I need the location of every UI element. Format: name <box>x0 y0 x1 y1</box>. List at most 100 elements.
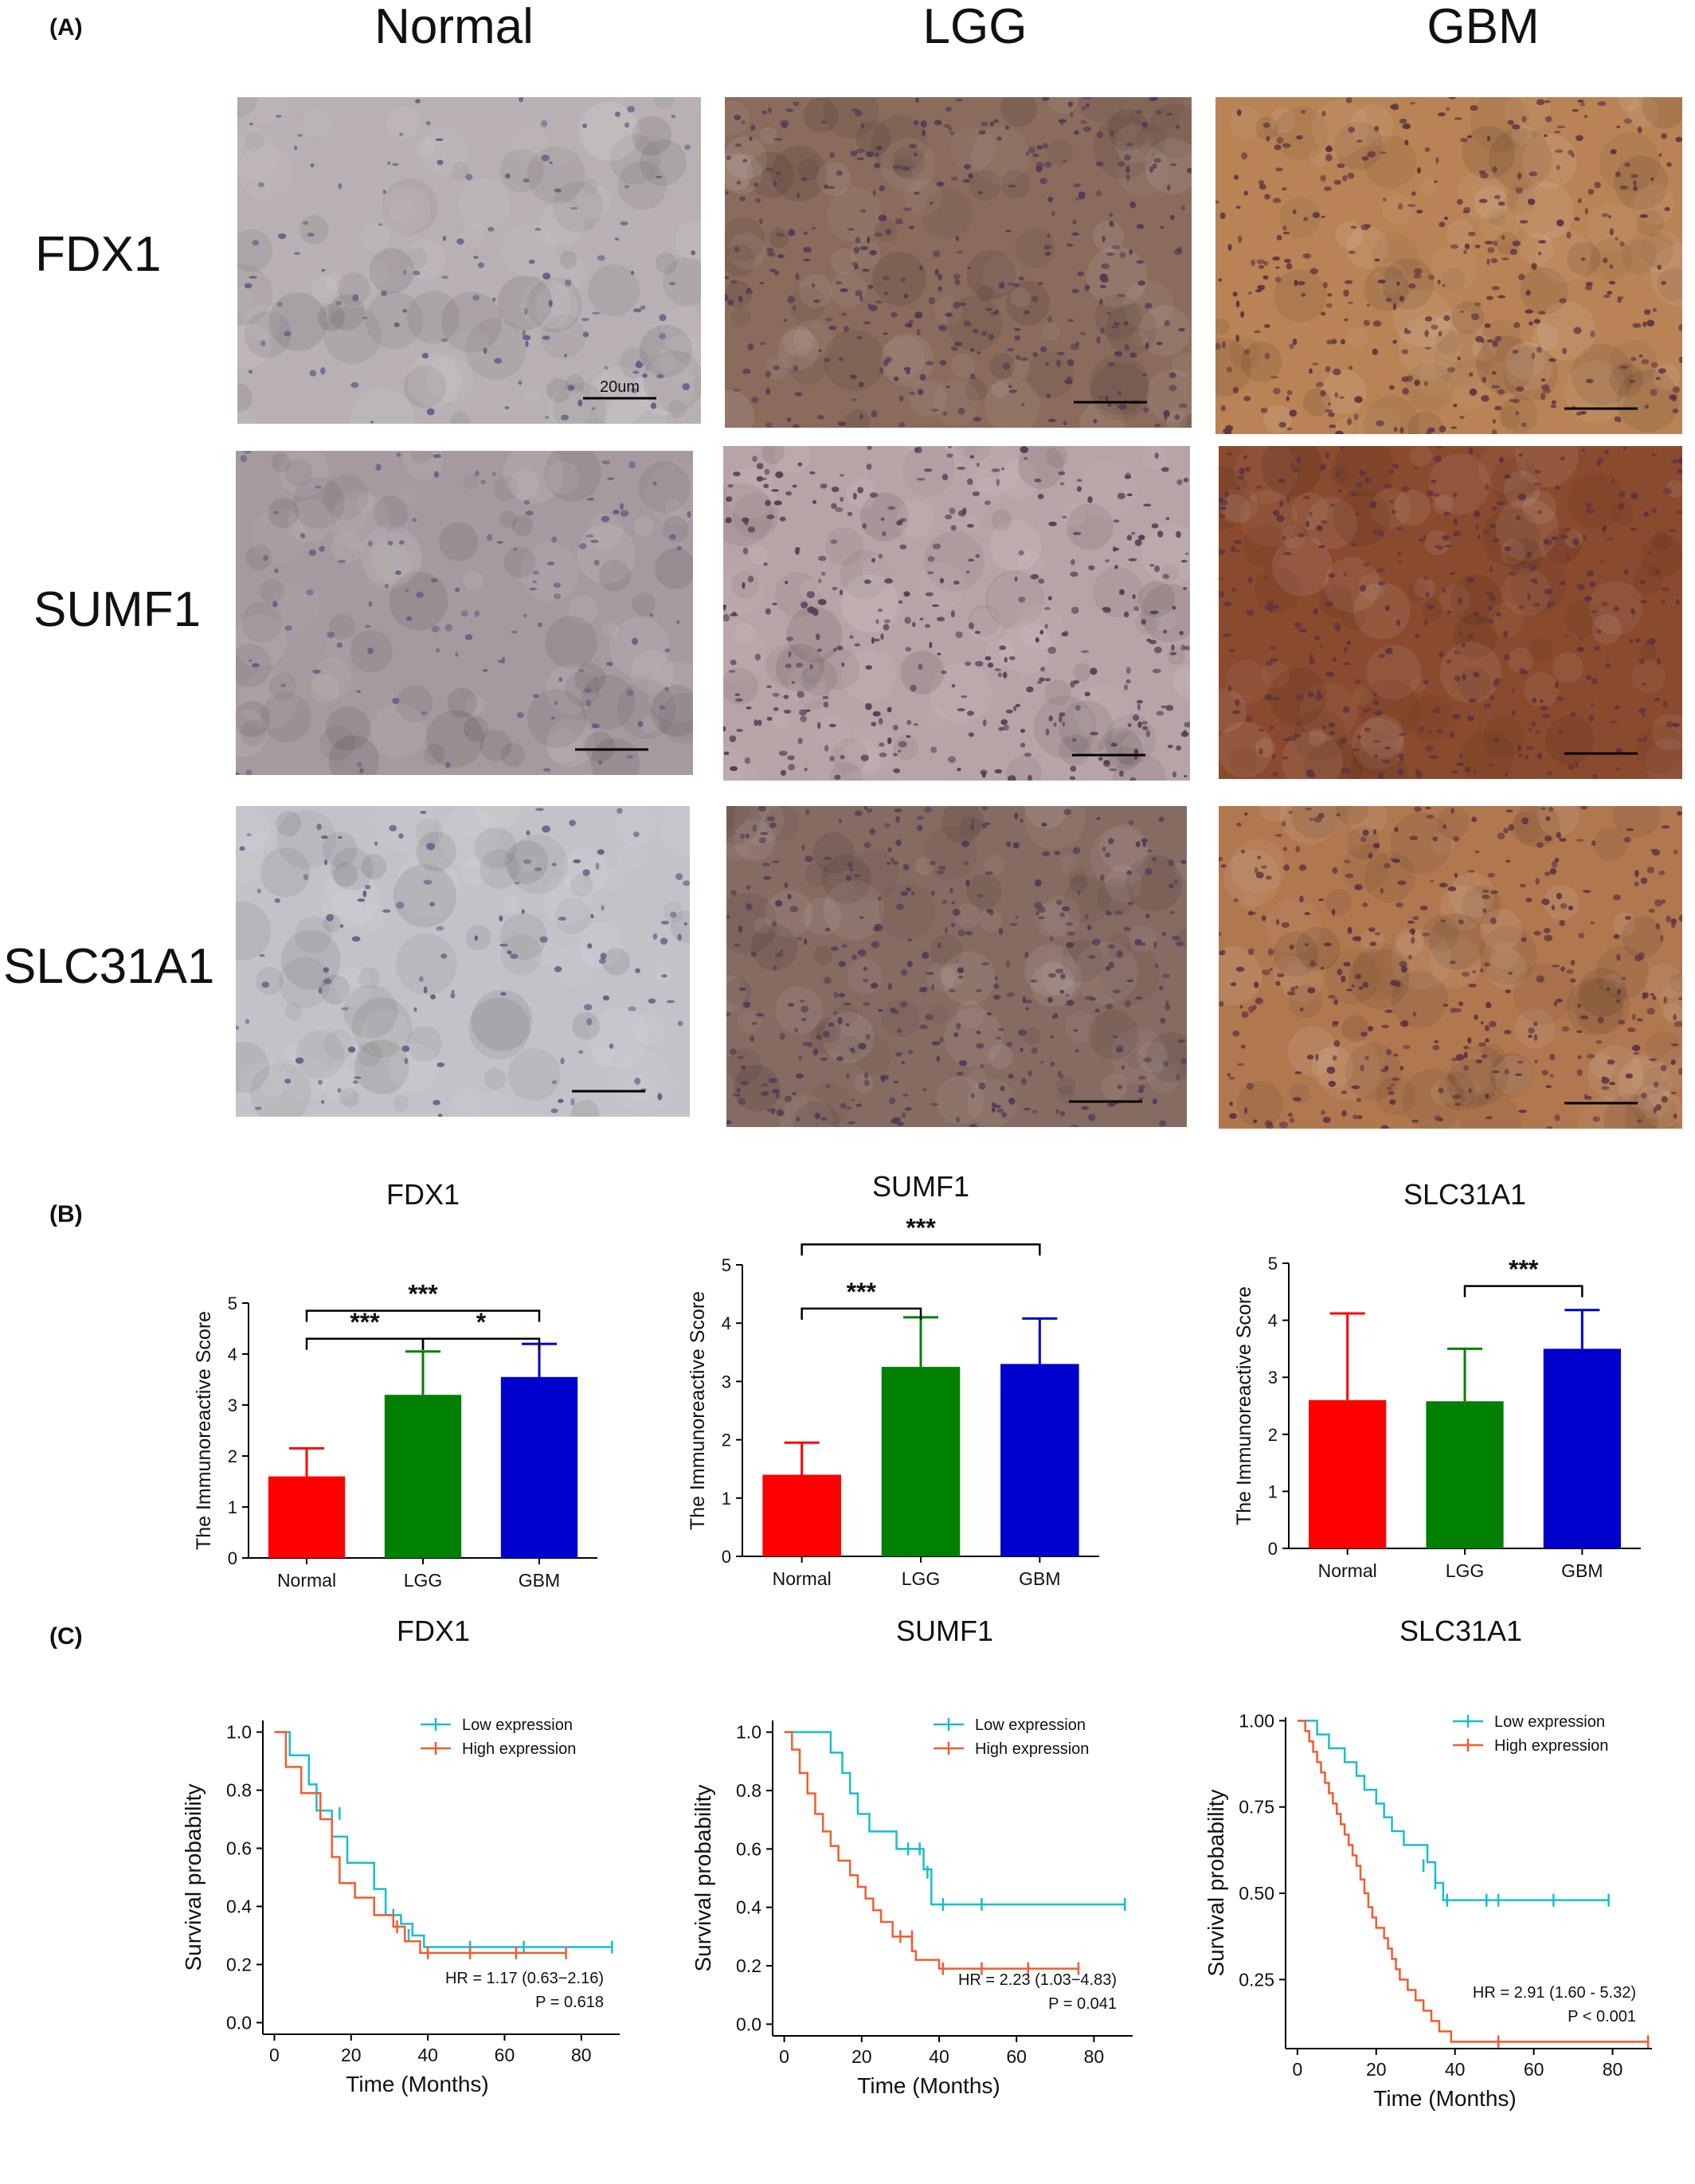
significance-bracket <box>801 1307 922 1320</box>
x-tick-label: GBM <box>1561 1560 1603 1581</box>
x-axis-label: Time (Months) <box>346 2072 488 2096</box>
y-tick-label: 0.6 <box>736 1838 761 1859</box>
km-curve-low-expression <box>1297 1720 1609 1901</box>
y-tick-label: 3 <box>228 1395 237 1415</box>
significance-label: *** <box>350 1308 380 1337</box>
y-tick-label: 0.8 <box>226 1780 252 1801</box>
x-tick-label: 40 <box>929 2046 949 2067</box>
y-tick-label: 3 <box>1268 1368 1278 1388</box>
significance-label: *** <box>906 1213 936 1242</box>
chart-title: SLC31A1 <box>1399 1615 1522 1647</box>
legend-label: Low expression <box>462 1716 573 1734</box>
significance-label: * <box>476 1308 487 1337</box>
y-tick-label: 5 <box>722 1255 731 1275</box>
row-header-fdx1: FDX1 <box>35 227 162 282</box>
tissue-background <box>1215 97 1682 434</box>
x-tick-label: GBM <box>519 1570 560 1591</box>
y-tick-label: 0.50 <box>1239 1883 1274 1904</box>
hazard-ratio-text: HR = 2.91 (1.60 - 5.32) <box>1473 1984 1636 2002</box>
micrograph-slc31a1-gbm <box>1219 806 1682 1129</box>
y-axis-label: Survival probability <box>691 1785 715 1972</box>
significance-bracket <box>305 1337 425 1350</box>
bar-lgg <box>881 1367 961 1556</box>
micrograph-fdx1-lgg <box>725 97 1192 428</box>
y-tick-label: 0.2 <box>736 1955 761 1976</box>
panel-label-c: (C) <box>49 1623 83 1650</box>
y-axis-label: Survival probability <box>181 1784 206 1971</box>
y-tick-label: 0.2 <box>226 1954 252 1975</box>
micrograph-slc31a1-normal <box>236 806 690 1117</box>
y-tick-label: 0.75 <box>1239 1797 1274 1818</box>
x-tick-label: 20 <box>1366 2059 1387 2080</box>
legend-label: Low expression <box>975 1716 1086 1734</box>
micrograph-fdx1-normal: 20um <box>237 97 701 424</box>
y-tick-label: 2 <box>1268 1425 1278 1445</box>
x-tick-label: 20 <box>851 2046 872 2067</box>
tissue-background <box>236 806 690 1117</box>
y-tick-label: 3 <box>722 1372 731 1391</box>
bar-normal <box>762 1474 841 1556</box>
hazard-ratio-text: HR = 2.23 (1.03−4.83) <box>958 1971 1117 1989</box>
significance-label: *** <box>847 1278 877 1306</box>
chart-title: SLC31A1 <box>1403 1178 1526 1211</box>
significance-label: *** <box>1509 1255 1539 1284</box>
bar-normal <box>1309 1399 1387 1548</box>
column-header-gbm: GBM <box>1427 0 1540 54</box>
tissue-background <box>1219 806 1682 1129</box>
p-value-text: P = 0.618 <box>535 1994 604 2011</box>
x-tick-label: 80 <box>571 2045 592 2065</box>
legend-label: High expression <box>1494 1737 1608 1755</box>
chart-title: FDX1 <box>386 1178 460 1211</box>
y-tick-label: 0.4 <box>736 1897 761 1918</box>
micrograph-slc31a1-lgg <box>726 806 1187 1127</box>
legend-label: High expression <box>462 1740 576 1758</box>
y-tick-label: 0 <box>228 1548 237 1568</box>
chart-title: SUMF1 <box>896 1615 993 1647</box>
legend-label: High expression <box>975 1740 1089 1758</box>
km-plot-fdx1: FDX1 0.0 0.2 0.4 0.6 0.8 1.0 0 20 40 60 80 Time (Mon… <box>181 1615 620 2096</box>
x-tick-label: Normal <box>277 1570 336 1591</box>
significance-bracket <box>305 1309 541 1322</box>
y-tick-label: 2 <box>228 1446 237 1466</box>
y-tick-label: 0.0 <box>736 2014 761 2034</box>
y-tick-label: 0 <box>722 1547 731 1567</box>
significance-label: *** <box>408 1280 438 1309</box>
y-tick-label: 1 <box>1268 1481 1278 1501</box>
x-tick-label: GBM <box>1019 1568 1060 1589</box>
x-tick-label: 40 <box>417 2045 438 2065</box>
y-tick-label: 1 <box>722 1489 731 1509</box>
y-tick-label: 4 <box>228 1344 237 1364</box>
panel-label-a: (A) <box>49 14 83 41</box>
micrograph-fdx1-gbm <box>1215 97 1682 434</box>
bar-gbm <box>1000 1364 1079 1556</box>
row-header-slc31a1: SLC31A1 <box>3 939 215 994</box>
x-tick-label: LGG <box>902 1568 941 1589</box>
x-tick-label: LGG <box>1446 1560 1485 1581</box>
km-curve-low-expression <box>274 1731 613 1948</box>
significance-bracket <box>801 1243 1041 1256</box>
tissue-background <box>725 97 1192 428</box>
y-axis-label: The Immunoreactive Score <box>687 1291 709 1530</box>
row-header-sumf1: SUMF1 <box>33 582 202 637</box>
y-tick-label: 1.00 <box>1239 1710 1274 1731</box>
y-tick-label: 0.0 <box>226 2012 252 2033</box>
y-tick-label: 0.8 <box>736 1780 761 1801</box>
chart-title: FDX1 <box>397 1615 470 1647</box>
y-tick-label: 0.6 <box>226 1838 252 1859</box>
bar-normal <box>268 1476 346 1558</box>
y-tick-label: 0 <box>1268 1539 1278 1559</box>
x-tick-label: 60 <box>1006 2046 1027 2067</box>
micrograph-sumf1-gbm <box>1219 446 1682 779</box>
bar-lgg <box>1426 1401 1504 1548</box>
x-tick-label: 60 <box>495 2045 515 2065</box>
micrograph-sumf1-normal <box>236 451 693 775</box>
y-tick-label: 2 <box>722 1431 731 1450</box>
tissue-background <box>723 446 1190 781</box>
x-tick-label: 80 <box>1603 2059 1623 2080</box>
legend-label: Low expression <box>1494 1713 1605 1731</box>
x-tick-label: Normal <box>773 1568 832 1589</box>
bar-lgg <box>384 1395 462 1558</box>
p-value-text: P = 0.041 <box>1048 1995 1117 2013</box>
y-tick-label: 1.0 <box>226 1722 252 1743</box>
hazard-ratio-text: HR = 1.17 (0.63−2.16) <box>445 1970 604 1987</box>
